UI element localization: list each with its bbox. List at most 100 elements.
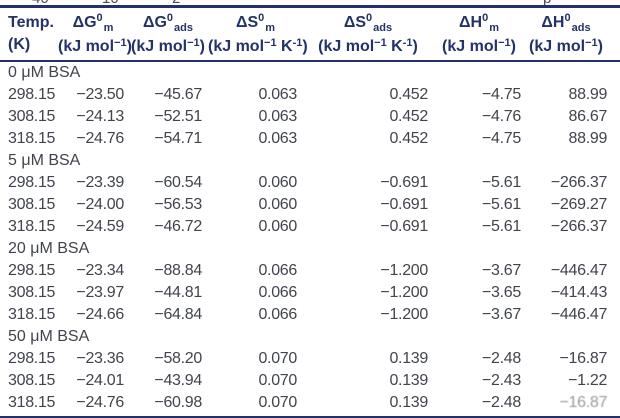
cropped-text-fragment: -	[150, 0, 155, 5]
table-cell: 0.060	[258, 218, 297, 235]
column-header-dS0ads: ΔS0ads (kJ mol−1 K-1)	[303, 8, 433, 60]
hdr-part: −1	[264, 37, 277, 49]
table-cell: −44.81	[154, 284, 202, 301]
table-cell: −266.37	[550, 218, 608, 235]
table-row: 308.15 −24.13 −52.51 0.063 0.452 −4.76 8…	[8, 106, 607, 128]
table-cell: −414.43	[550, 284, 608, 301]
header-symbol-line: Temp.	[8, 11, 58, 34]
hdr-part: m	[103, 22, 114, 34]
hdr-part: (kJ mol	[529, 38, 586, 55]
table-cell: −24.13	[76, 108, 124, 125]
table-cell: 0.070	[258, 372, 297, 389]
table-cell: −52.51	[154, 108, 202, 125]
table-cell: −58.20	[154, 350, 202, 367]
table-row: 298.15 −23.39 −60.54 0.060 −0.691 −5.61 …	[8, 172, 607, 194]
table-cell: 0.063	[258, 86, 297, 103]
table-cell: 0.139	[389, 394, 428, 411]
hdr-part: Temp.	[8, 14, 54, 31]
table-cell: 298.15	[8, 350, 56, 367]
table-cell: −64.84	[154, 306, 202, 323]
header-unit-line: (kJ mol−1)	[58, 36, 132, 59]
cropped-text-fragment: 2	[172, 0, 180, 5]
table-cell: −23.34	[76, 262, 124, 279]
table-row: 298.15 −23.50 −45.67 0.063 0.452 −4.75 8…	[8, 84, 607, 106]
table-cell: −3.67	[482, 262, 521, 279]
section-row: 0 μM BSA	[8, 62, 607, 84]
hdr-part: −1	[114, 37, 127, 49]
table-cell: 0.063	[258, 108, 297, 125]
cropped-text-fragment: 40	[32, 0, 49, 5]
hdr-part: -1	[292, 37, 303, 49]
table-cell: 0.452	[389, 108, 428, 125]
table-cell: −24.59	[76, 218, 124, 235]
header-symbol-line: ΔG0m	[58, 11, 128, 36]
table-cell: −23.36	[76, 350, 124, 367]
table-cell: −4.76	[482, 108, 521, 125]
section-row: 20 μM BSA	[8, 238, 607, 260]
section-row: 50 μM BSA	[8, 326, 607, 348]
hdr-part: ads	[373, 22, 393, 34]
header-unit-line: (kJ mol−1)	[128, 36, 208, 59]
table-cell: 318.15	[8, 218, 56, 235]
table-cell: 0.066	[258, 262, 297, 279]
table-cell: −24.76	[76, 394, 124, 411]
table-cell: −1.200	[380, 262, 428, 279]
table-cell: 0.070	[258, 350, 297, 367]
hdr-part: K	[386, 38, 403, 55]
column-header-temp: Temp. (K)	[8, 8, 58, 60]
header-unit-line: (kJ mol−1)	[525, 36, 607, 59]
table-row: 308.15 −24.01 −43.94 0.070 0.139 −2.43 −…	[8, 370, 607, 392]
table-cell: −3.65	[482, 284, 521, 301]
header-symbol-line: ΔS0m	[208, 11, 303, 36]
header-symbol-line: ΔS0ads	[303, 11, 433, 36]
table-cell: −24.76	[76, 130, 124, 147]
table-cell: −0.691	[380, 196, 428, 213]
section-label: 50 μM BSA	[8, 328, 90, 345]
column-header-dG0ads: ΔG0ads (kJ mol−1)	[128, 8, 208, 60]
hdr-part: (kJ mol	[318, 38, 375, 55]
table-cell: −16.87	[559, 394, 608, 411]
table-cell: −23.50	[76, 86, 124, 103]
hdr-part: ads	[571, 22, 591, 34]
hdr-part: (kJ mol	[208, 38, 265, 55]
table-cell: −0.691	[380, 218, 428, 235]
header-symbol-line: ΔH0m	[433, 11, 525, 36]
hdr-part: )	[510, 38, 516, 55]
table-cell: −5.61	[482, 196, 521, 213]
table-cell: −446.47	[550, 306, 608, 323]
hdr-part: )	[199, 38, 205, 55]
table-row: 318.15 −24.76 −60.98 0.070 0.139 −2.48 −…	[8, 392, 607, 414]
table-cell: 0.066	[258, 306, 297, 323]
table-cell: −269.27	[550, 196, 608, 213]
table-cell: −5.61	[482, 218, 521, 235]
hdr-part: (K)	[8, 36, 31, 53]
table-cell: 0.452	[389, 130, 428, 147]
table-row: 308.15 −23.97 −44.81 0.066 −1.200 −3.65 …	[8, 282, 607, 304]
table-cell: 308.15	[8, 196, 56, 213]
hdr-part: )	[126, 38, 132, 55]
hdr-part: −1	[374, 37, 387, 49]
table-cell: −43.94	[154, 372, 202, 389]
table-row: 298.15 −23.34 −88.84 0.066 −1.200 −3.67 …	[8, 260, 607, 282]
table-cell: 0.066	[258, 284, 297, 301]
table-cell: 308.15	[8, 108, 56, 125]
table-cell: 0.139	[389, 350, 428, 367]
table-row: 318.15 −24.66 −64.84 0.066 −1.200 −3.67 …	[8, 304, 607, 326]
table-cell: 0.070	[258, 394, 297, 411]
header-unit-line: (kJ mol−1 K-1)	[303, 36, 433, 59]
table-cell: −2.43	[482, 372, 521, 389]
table-cell: 88.99	[568, 130, 608, 147]
header-unit-line: (K)	[8, 34, 58, 55]
hdr-part: K	[276, 38, 293, 55]
table-cell: 298.15	[8, 86, 56, 103]
table-cell: −2.48	[482, 394, 521, 411]
table-cell: −266.37	[550, 174, 608, 191]
hdr-part: m	[265, 22, 276, 34]
column-header-dG0m: ΔG0m (kJ mol−1)	[58, 8, 132, 60]
column-header-dS0m: ΔS0m (kJ mol−1 K-1)	[208, 8, 308, 60]
section-row: 5 μM BSA	[8, 150, 607, 172]
hdr-part: (kJ mol	[442, 38, 499, 55]
table-cell: −5.61	[482, 174, 521, 191]
header-divider-rule	[0, 60, 620, 62]
hdr-part: −1	[585, 37, 598, 49]
